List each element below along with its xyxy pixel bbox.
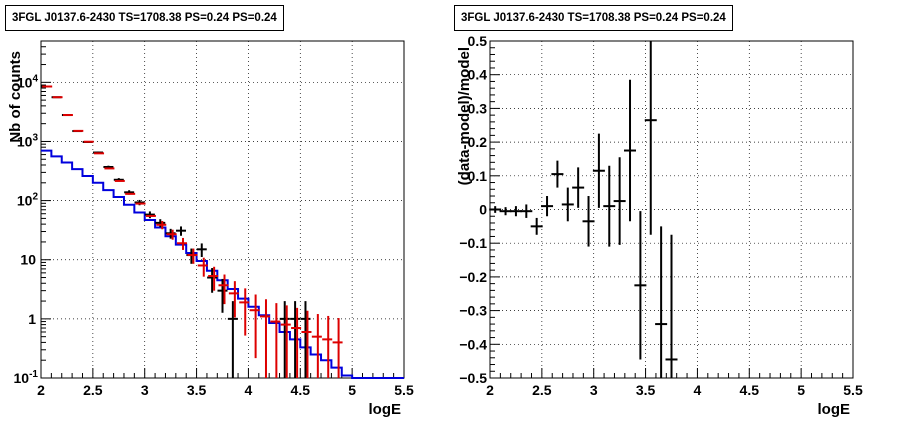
y-tick-label: −0.5 bbox=[459, 370, 487, 386]
y-tick-label: −0.1 bbox=[459, 235, 487, 251]
residual-chart-title: 3FGL J0137.6-2430 TS=1708.38 PS=0.24 PS=… bbox=[454, 5, 733, 31]
y-tick-label: 104 bbox=[17, 73, 39, 90]
x-tick-label: 5.5 bbox=[843, 382, 863, 398]
x-tick-label: 3 bbox=[141, 382, 149, 398]
y-tick-label: 0.4 bbox=[468, 67, 488, 83]
counts-chart-panel: 3FGL J0137.6-2430 TS=1708.38 PS=0.24 PS=… bbox=[5, 5, 414, 418]
x-tick-label: 2.5 bbox=[83, 382, 103, 398]
plot-frame bbox=[40, 40, 405, 379]
y-tick-label: 10-1 bbox=[14, 369, 39, 386]
x-axis-title: logE bbox=[818, 401, 851, 418]
x-tick-label: 4.5 bbox=[740, 382, 760, 398]
x-tick-label: 2.5 bbox=[532, 382, 552, 398]
y-tick-label: 10 bbox=[20, 252, 36, 268]
x-tick-label: 4.5 bbox=[291, 382, 311, 398]
residual-chart-panel: 3FGL J0137.6-2430 TS=1708.38 PS=0.24 PS=… bbox=[449, 0, 898, 421]
x-tick-label: 2 bbox=[486, 382, 494, 398]
x-tick-label: 5 bbox=[797, 382, 805, 398]
y-axis-title: Nb of counts bbox=[7, 51, 24, 143]
x-tick-label: 2 bbox=[37, 382, 45, 398]
y-tick-label: −0.3 bbox=[459, 303, 487, 319]
source-model-histogram bbox=[41, 149, 404, 379]
y-tick-label: 102 bbox=[17, 192, 39, 209]
x-tick-label: 4 bbox=[694, 382, 702, 398]
y-tick-label: 0.5 bbox=[468, 33, 488, 49]
x-tick-label: 3 bbox=[590, 382, 598, 398]
y-axis-title: (data-model)/model bbox=[456, 47, 473, 185]
y-tick-label: 0.1 bbox=[468, 168, 488, 184]
y-tick-label: 0.2 bbox=[468, 134, 488, 150]
y-tick-label: −0.2 bbox=[459, 269, 487, 285]
y-tick-label: 0 bbox=[479, 202, 487, 218]
x-tick-label: 5 bbox=[348, 382, 356, 398]
y-tick-label: −0.4 bbox=[459, 336, 487, 352]
x-tick-label: 3.5 bbox=[636, 382, 656, 398]
x-tick-label: 3.5 bbox=[187, 382, 207, 398]
counts-chart: 2 2.5 3 3.5 4 4.5 5 5.5 10-1 1 10 102 103 104 logE Nb o… bbox=[7, 40, 414, 418]
y-tick-label: 1 bbox=[28, 311, 36, 327]
x-tick-label: 5.5 bbox=[394, 382, 414, 398]
counts-chart-title: 3FGL J0137.6-2430 TS=1708.38 PS=0.24 PS=… bbox=[5, 5, 284, 31]
y-tick-label: 0.3 bbox=[468, 100, 488, 116]
x-axis-title: logE bbox=[369, 401, 402, 418]
y-tick-label: 103 bbox=[17, 132, 39, 149]
x-tick-label: 4 bbox=[245, 382, 253, 398]
residual-chart: 2 2.5 3 3.5 4 4.5 5 5.5 −0.5 −0.4 −0.3 −0.2 −0.1 0 0.1… bbox=[456, 33, 863, 418]
